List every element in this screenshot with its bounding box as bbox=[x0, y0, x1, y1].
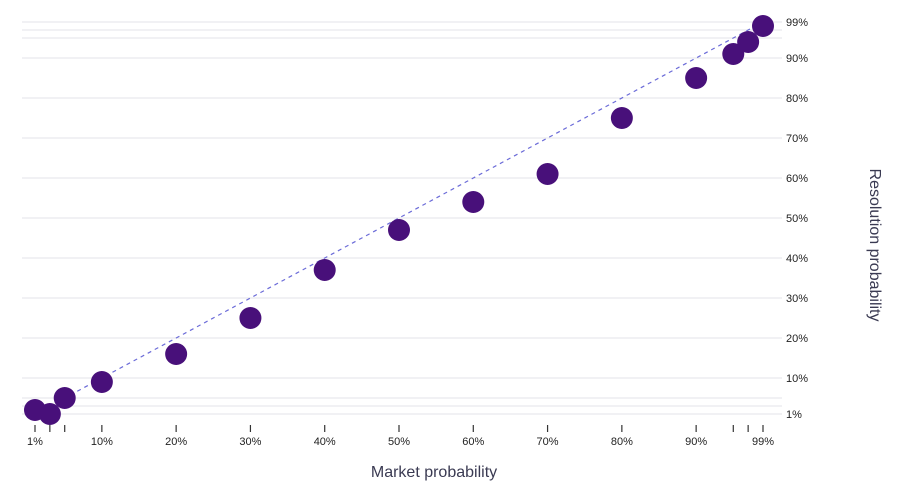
gridlines bbox=[22, 21, 782, 415]
x-axis-title: Market probability bbox=[371, 464, 497, 481]
x-tick-label-4: 40% bbox=[314, 436, 336, 448]
data-point-7 bbox=[388, 219, 410, 241]
perfect-calibration-line bbox=[34, 21, 764, 415]
data-point-11 bbox=[685, 67, 708, 89]
x-tick-label-3: 30% bbox=[239, 436, 261, 448]
x-tick-label-1: 10% bbox=[91, 436, 113, 448]
x-tick-label-10: 99% bbox=[752, 436, 774, 448]
y-axis-title: Resolution probability bbox=[866, 169, 883, 322]
x-tick-label-8: 80% bbox=[611, 436, 633, 448]
data-point-12 bbox=[722, 43, 745, 65]
y-tick-label-1: 10% bbox=[786, 373, 808, 385]
x-tick-label-9: 90% bbox=[685, 436, 707, 448]
x-tick-label-6: 60% bbox=[462, 436, 484, 448]
y-tick-label-6: 60% bbox=[786, 173, 808, 185]
data-point-6 bbox=[313, 259, 336, 281]
data-points bbox=[24, 15, 774, 425]
y-axis-ticks: 1% 10% 20% 30% 40% 50% 60% 70% 80% 90% 99% bbox=[786, 17, 808, 421]
data-point-1 bbox=[38, 403, 61, 425]
data-point-8 bbox=[462, 191, 485, 213]
y-tick-label-7: 70% bbox=[786, 133, 808, 145]
x-tick-label-7: 70% bbox=[537, 436, 559, 448]
y-tick-label-0: 1% bbox=[786, 409, 802, 421]
y-tick-label-5: 50% bbox=[786, 213, 808, 225]
data-point-14 bbox=[752, 15, 774, 37]
y-tick-label-3: 30% bbox=[786, 293, 808, 305]
data-point-2 bbox=[53, 387, 76, 409]
x-tick-label-0: 1% bbox=[27, 436, 43, 448]
data-point-5 bbox=[239, 307, 262, 329]
x-axis-ticks: 1% 10% 20% 30% 40% 50% 60% 70% 80% 90% 99% bbox=[27, 425, 774, 448]
data-point-4 bbox=[165, 343, 188, 365]
data-point-9 bbox=[536, 163, 559, 185]
y-tick-label-9: 90% bbox=[786, 53, 808, 65]
y-tick-label-2: 20% bbox=[786, 333, 808, 345]
data-point-10 bbox=[610, 107, 633, 129]
x-tick-label-5: 50% bbox=[388, 436, 410, 448]
data-point-13 bbox=[737, 31, 760, 53]
data-point-3 bbox=[90, 371, 113, 393]
y-tick-label-10: 99% bbox=[786, 17, 808, 29]
x-tick-label-2: 20% bbox=[165, 436, 187, 448]
y-tick-label-4: 40% bbox=[786, 253, 808, 265]
y-tick-label-8: 80% bbox=[786, 93, 808, 105]
